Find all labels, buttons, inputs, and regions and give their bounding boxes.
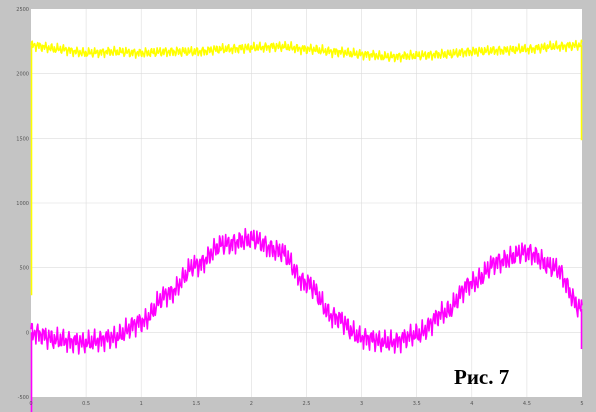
x-tick-label: 0.5 xyxy=(82,401,90,407)
x-tick-label: 3 xyxy=(360,401,363,407)
y-tick-label: 2000 xyxy=(16,72,29,78)
series-layer xyxy=(30,39,583,412)
y-tick-label: 1000 xyxy=(16,201,29,207)
y-tick-label: 1500 xyxy=(16,136,29,142)
x-tick-label: 3.5 xyxy=(413,401,421,407)
y-tick-label: 0 xyxy=(26,330,29,336)
series-line-2 xyxy=(30,227,583,355)
x-tick-label: 1 xyxy=(140,401,143,407)
figure-caption: Рис. 7 xyxy=(454,365,510,389)
y-tick-label: -500 xyxy=(18,395,29,401)
x-tick-label: 4.5 xyxy=(523,401,531,407)
y-tick-label: 500 xyxy=(19,266,29,272)
x-tick-label: 0 xyxy=(29,401,32,407)
x-tick-label: 1.5 xyxy=(192,401,200,407)
tick-labels: 0 0.5 1 1.5 2 2.5 3 3.5 4 4.5 5-500050010001500200… xyxy=(16,7,583,407)
x-tick-label: 4 xyxy=(470,401,473,407)
series-line-1 xyxy=(30,39,583,63)
x-tick-label: 2.5 xyxy=(303,401,311,407)
y-tick-label: 2500 xyxy=(16,7,29,13)
x-tick-label: 5 xyxy=(580,401,583,407)
x-tick-label: 2 xyxy=(250,401,253,407)
